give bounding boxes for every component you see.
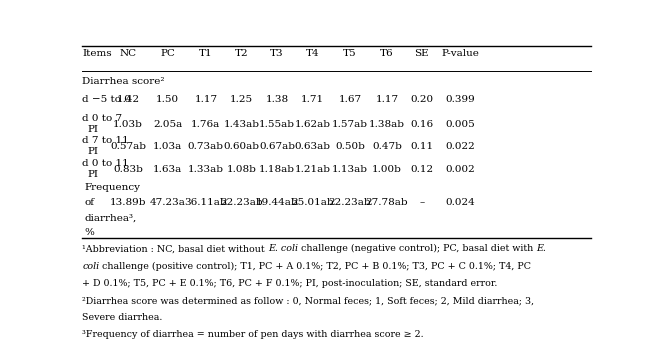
Text: 1.03a: 1.03a: [153, 142, 182, 151]
Text: Diarrhea score²: Diarrhea score²: [82, 77, 165, 86]
Text: ¹Abbreviation : NC, basal diet without: ¹Abbreviation : NC, basal diet without: [82, 244, 268, 253]
Text: E. coli: E. coli: [268, 244, 298, 253]
Text: ²Diarrhea score was determined as follow : 0, Normal feces; 1, Soft feces; 2, Mi: ²Diarrhea score was determined as follow…: [82, 296, 534, 305]
Text: 0.024: 0.024: [445, 198, 475, 207]
Text: challenge (negative control); PC, basal diet with: challenge (negative control); PC, basal …: [298, 244, 536, 253]
Text: P-value: P-value: [441, 49, 479, 59]
Text: 1.55ab: 1.55ab: [259, 120, 295, 129]
Text: 1.25: 1.25: [230, 94, 253, 104]
Text: 0.47b: 0.47b: [372, 142, 402, 151]
Text: 22.23ab: 22.23ab: [328, 198, 371, 207]
Text: challenge (positive control); T1, PC + A 0.1%; T2, PC + B 0.1%; T3, PC + C 0.1%;: challenge (positive control); T1, PC + A…: [99, 262, 532, 271]
Text: 0.005: 0.005: [445, 120, 475, 129]
Text: d 0 to 7: d 0 to 7: [82, 114, 122, 123]
Text: 0.60ab: 0.60ab: [223, 142, 260, 151]
Text: 1.03b: 1.03b: [113, 120, 143, 129]
Text: T6: T6: [380, 49, 394, 59]
Text: 47.23a: 47.23a: [150, 198, 186, 207]
Text: 1.50: 1.50: [156, 94, 179, 104]
Text: 13.89b: 13.89b: [110, 198, 147, 207]
Text: 1.17: 1.17: [194, 94, 217, 104]
Text: Frequency: Frequency: [85, 184, 141, 192]
Text: %: %: [85, 229, 95, 237]
Text: ³Frequency of diarrhea = number of pen days with diarrhea score ≥ 2.: ³Frequency of diarrhea = number of pen d…: [82, 331, 424, 339]
Text: PI: PI: [87, 125, 98, 133]
Text: PC: PC: [160, 49, 175, 59]
Text: 25.01ab: 25.01ab: [292, 198, 334, 207]
Text: 1.18ab: 1.18ab: [259, 165, 295, 174]
Text: diarrhea³,: diarrhea³,: [85, 213, 137, 223]
Text: 0.83b: 0.83b: [113, 165, 143, 174]
Text: 1.71: 1.71: [301, 94, 325, 104]
Text: 1.21ab: 1.21ab: [295, 165, 330, 174]
Text: 1.67: 1.67: [338, 94, 361, 104]
Text: E.: E.: [536, 244, 546, 253]
Text: coli: coli: [82, 262, 99, 271]
Text: 1.13ab: 1.13ab: [332, 165, 368, 174]
Text: 0.67ab: 0.67ab: [259, 142, 295, 151]
Text: SE: SE: [415, 49, 429, 59]
Text: T5: T5: [343, 49, 357, 59]
Text: NC: NC: [120, 49, 137, 59]
Text: T2: T2: [235, 49, 248, 59]
Text: T4: T4: [306, 49, 319, 59]
Text: 1.38ab: 1.38ab: [369, 120, 405, 129]
Text: 1.43ab: 1.43ab: [223, 120, 260, 129]
Text: 0.63ab: 0.63ab: [295, 142, 330, 151]
Text: of: of: [85, 198, 95, 207]
Text: 1.33ab: 1.33ab: [188, 165, 224, 174]
Text: Items: Items: [82, 49, 112, 59]
Text: 0.16: 0.16: [410, 120, 434, 129]
Text: 1.00b: 1.00b: [372, 165, 402, 174]
Text: + D 0.1%; T5, PC + E 0.1%; T6, PC + F 0.1%; PI, post-inoculation; SE, standard e: + D 0.1%; T5, PC + E 0.1%; T6, PC + F 0.…: [82, 279, 497, 288]
Text: –: –: [419, 198, 424, 207]
Text: 1.63a: 1.63a: [153, 165, 182, 174]
Text: 19.44ab: 19.44ab: [256, 198, 298, 207]
Text: 2.05a: 2.05a: [153, 120, 182, 129]
Text: PI: PI: [87, 170, 98, 179]
Text: 0.20: 0.20: [410, 94, 434, 104]
Text: T3: T3: [270, 49, 284, 59]
Text: 1.38: 1.38: [265, 94, 288, 104]
Text: 0.002: 0.002: [445, 165, 475, 174]
Text: 0.73ab: 0.73ab: [188, 142, 224, 151]
Text: 1.57ab: 1.57ab: [332, 120, 368, 129]
Text: 0.57ab: 0.57ab: [110, 142, 146, 151]
Text: 0.50b: 0.50b: [335, 142, 365, 151]
Text: 0.11: 0.11: [410, 142, 434, 151]
Text: 1.17: 1.17: [376, 94, 399, 104]
Text: PI: PI: [87, 147, 98, 156]
Text: d 0 to 11: d 0 to 11: [82, 159, 129, 168]
Text: 0.399: 0.399: [445, 94, 475, 104]
Text: d −5 to 0: d −5 to 0: [82, 94, 131, 104]
Text: 1.42: 1.42: [116, 94, 139, 104]
Text: 1.62ab: 1.62ab: [295, 120, 330, 129]
Text: d 7 to 11: d 7 to 11: [82, 136, 129, 145]
Text: 0.022: 0.022: [445, 142, 475, 151]
Text: 0.12: 0.12: [410, 165, 434, 174]
Text: 1.76a: 1.76a: [191, 120, 221, 129]
Text: 27.78ab: 27.78ab: [366, 198, 409, 207]
Text: 22.23ab: 22.23ab: [220, 198, 263, 207]
Text: 1.08b: 1.08b: [227, 165, 256, 174]
Text: 36.11ab: 36.11ab: [185, 198, 227, 207]
Text: Severe diarrhea.: Severe diarrhea.: [82, 313, 162, 322]
Text: T1: T1: [199, 49, 213, 59]
